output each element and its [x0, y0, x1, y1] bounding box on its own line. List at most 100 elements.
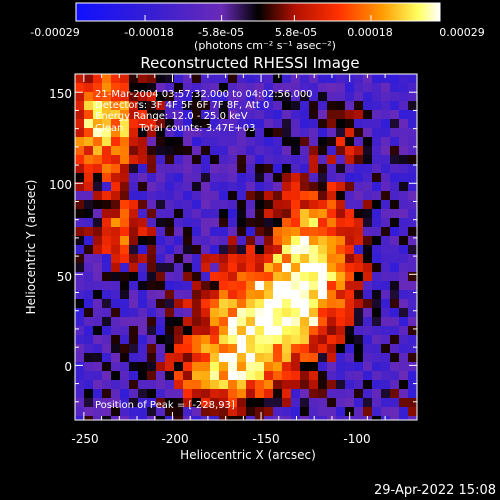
image-pixel: [408, 290, 417, 300]
image-pixel: [84, 245, 94, 255]
image-pixel: [75, 119, 85, 129]
image-pixel: [183, 263, 193, 273]
image-pixel: [345, 92, 355, 102]
image-pixel: [363, 155, 373, 165]
image-pixel: [165, 146, 175, 156]
image-pixel: [102, 308, 112, 318]
image-pixel: [300, 299, 310, 309]
image-pixel: [309, 389, 319, 399]
image-pixel: [156, 182, 166, 192]
image-pixel: [219, 416, 229, 420]
image-pixel: [399, 119, 409, 129]
image-pixel: [129, 254, 139, 264]
image-pixel: [336, 119, 346, 129]
image-pixel: [336, 317, 346, 327]
image-pixel: [363, 119, 373, 129]
image-pixel: [210, 74, 220, 84]
image-pixel: [354, 272, 364, 282]
image-pixel: [300, 281, 310, 291]
image-pixel: [372, 254, 382, 264]
image-pixel: [381, 110, 391, 120]
image-pixel: [327, 272, 337, 282]
image-pixel: [192, 245, 202, 255]
image-pixel: [183, 92, 193, 102]
image-pixel: [102, 218, 112, 228]
image-pixel: [102, 137, 112, 147]
image-pixel: [264, 362, 274, 372]
image-pixel: [273, 182, 283, 192]
image-pixel: [318, 146, 328, 156]
image-pixel: [291, 164, 301, 174]
image-pixel: [264, 281, 274, 291]
image-pixel: [273, 209, 283, 219]
image-pixel: [264, 101, 274, 111]
image-pixel: [282, 209, 292, 219]
image-pixel: [174, 272, 184, 282]
image-pixel: [102, 101, 112, 111]
image-pixel: [228, 146, 238, 156]
image-pixel: [156, 263, 166, 273]
image-pixel: [129, 110, 139, 120]
image-pixel: [228, 155, 238, 165]
peak-position: Position of Peak = [-228,93]: [95, 400, 235, 411]
image-pixel: [147, 110, 157, 120]
image-pixel: [291, 155, 301, 165]
image-pixel: [363, 389, 373, 399]
image-pixel: [291, 281, 301, 291]
image-pixel: [372, 74, 382, 84]
image-pixel: [210, 101, 220, 111]
image-pixel: [165, 83, 175, 93]
image-pixel: [201, 200, 211, 210]
image-pixel: [75, 281, 85, 291]
image-pixel: [219, 290, 229, 300]
image-pixel: [282, 308, 292, 318]
image-pixel: [300, 362, 310, 372]
image-pixel: [318, 101, 328, 111]
image-pixel: [345, 209, 355, 219]
image-pixel: [291, 146, 301, 156]
image-pixel: [336, 245, 346, 255]
image-pixel: [318, 164, 328, 174]
image-pixel: [354, 191, 364, 201]
image-pixel: [237, 326, 247, 336]
image-pixel: [264, 263, 274, 273]
image-pixel: [246, 74, 256, 84]
image-pixel: [345, 164, 355, 174]
image-pixel: [300, 173, 310, 183]
image-pixel: [210, 380, 220, 390]
image-pixel: [408, 146, 417, 156]
image-pixel: [408, 83, 417, 93]
image-pixel: [318, 173, 328, 183]
image-pixel: [111, 92, 121, 102]
image-pixel: [282, 110, 292, 120]
image-pixel: [399, 344, 409, 354]
image-pixel: [120, 380, 130, 390]
image-pixel: [309, 344, 319, 354]
image-pixel: [129, 299, 139, 309]
image-pixel: [102, 272, 112, 282]
image-pixel: [354, 173, 364, 183]
image-pixel: [399, 407, 409, 417]
image-pixel: [390, 272, 400, 282]
image-pixel: [318, 416, 328, 420]
image-pixel: [183, 335, 193, 345]
image-pixel: [156, 164, 166, 174]
image-pixel: [102, 263, 112, 273]
image-pixel: [273, 389, 283, 399]
image-pixel: [363, 299, 373, 309]
image-pixel: [273, 290, 283, 300]
image-pixel: [201, 281, 211, 291]
image-pixel: [84, 200, 94, 210]
image-pixel: [156, 236, 166, 246]
image-pixel: [291, 353, 301, 363]
image-pixel: [264, 209, 274, 219]
image-pixel: [174, 254, 184, 264]
image-pixel: [156, 281, 166, 291]
image-pixel: [282, 326, 292, 336]
image-pixel: [264, 128, 274, 138]
image-pixel: [327, 137, 337, 147]
image-pixel: [354, 290, 364, 300]
image-pixel: [138, 407, 148, 417]
image-pixel: [264, 398, 274, 408]
image-pixel: [318, 290, 328, 300]
